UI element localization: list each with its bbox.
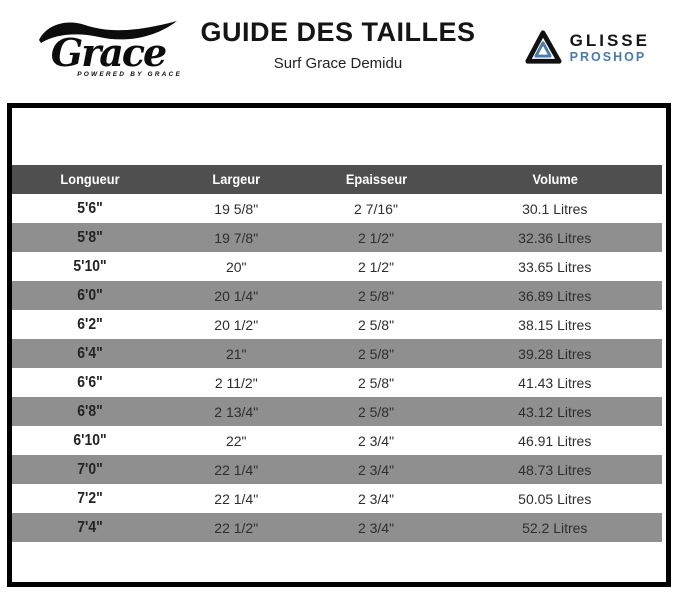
grace-logo: Grace POWERED BY GRACE — [28, 18, 188, 78]
table-cell-2: 2 5/8" — [357, 345, 395, 362]
table-row: 5'8" 19 7/8" 2 1/2" 32.36 Litres — [12, 223, 662, 252]
table-row: 7'0" 22 1/4" 2 3/4" 48.73 Litres — [12, 455, 662, 484]
table-cell-0: 6'8" — [77, 402, 103, 420]
table-cell-0: 5'6" — [77, 199, 103, 217]
table-cell-0: 6'4" — [77, 344, 103, 362]
table-cell-2: 2 5/8" — [357, 287, 395, 304]
table-cell-0: 5'8" — [77, 228, 103, 246]
table-row: 6'4" 21" 2 5/8" 39.28 Litres — [12, 339, 662, 368]
page-subtitle: Surf Grace Demidu — [273, 54, 403, 72]
table-cell-0: 6'10" — [73, 431, 107, 449]
table-cell-1: 22 1/4" — [214, 461, 259, 478]
table-cell-3: 39.28 Litres — [518, 345, 592, 362]
table-row: 7'2" 22 1/4" 2 3/4" 50.05 Litres — [12, 484, 662, 513]
table-header-row: Longueur Largeur Epaisseur Volume — [12, 165, 662, 194]
table-cell-3: 46.91 Litres — [518, 432, 592, 449]
table-cell-2: 2 5/8" — [357, 316, 395, 333]
table-cell-1: 20 1/4" — [214, 287, 259, 304]
table-cell-1: 22 1/2" — [214, 519, 259, 536]
glisse-proshop-logo: GLISSE PROSHOP — [488, 29, 650, 67]
table-cell-1: 22" — [225, 432, 247, 449]
table-cell-2: 2 5/8" — [357, 374, 395, 391]
table-row: 6'6" 2 11/2" 2 5/8" 41.43 Litres — [12, 368, 662, 397]
table-cell-3: 38.15 Litres — [518, 316, 592, 333]
glisse-logo-line1: GLISSE — [569, 31, 650, 51]
size-table: Longueur Largeur Epaisseur Volume 5'6" 19 5/8… — [12, 165, 662, 542]
column-header-2: Epaisseur — [345, 172, 407, 187]
table-cell-2: 2 5/8" — [357, 403, 395, 420]
table-cell-1: 20" — [225, 258, 247, 275]
table-cell-2: 2 3/4" — [357, 490, 395, 507]
glisse-logo-line2: PROSHOP — [569, 50, 647, 65]
column-header-3: Volume — [532, 172, 578, 187]
table-row: 5'10" 20" 2 1/2" 33.65 Litres — [12, 252, 662, 281]
triangle-icon — [525, 30, 562, 64]
table-cell-0: 6'6" — [77, 373, 103, 391]
page-title: GUIDE DES TAILLES — [200, 16, 476, 47]
table-cell-2: 2 3/4" — [357, 461, 395, 478]
title-block: GUIDE DES TAILLES Surf Grace Demidu — [188, 17, 488, 72]
table-cell-2: 2 1/2" — [357, 229, 395, 246]
table-row: 6'2" 20 1/2" 2 5/8" 38.15 Litres — [12, 310, 662, 339]
table-row: 7'4" 22 1/2" 2 3/4" 52.2 Litres — [12, 513, 662, 542]
table-cell-3: 50.05 Litres — [518, 490, 592, 507]
table-cell-3: 43.12 Litres — [518, 403, 592, 420]
table-cell-0: 6'2" — [77, 315, 103, 333]
page-header: Grace POWERED BY GRACE GUIDE DES TAILLES… — [0, 0, 678, 96]
table-row: 6'10" 22" 2 3/4" 46.91 Litres — [12, 426, 662, 455]
table-cell-3: 52.2 Litres — [522, 519, 588, 536]
table-cell-3: 33.65 Litres — [518, 258, 592, 275]
table-cell-0: 7'0" — [77, 460, 103, 478]
table-cell-3: 41.43 Litres — [518, 374, 592, 391]
grace-wave-icon — [39, 21, 177, 43]
table-cell-0: 5'10" — [73, 257, 107, 275]
table-cell-3: 30.1 Litres — [522, 200, 588, 217]
table-row: 6'8" 2 13/4" 2 5/8" 43.12 Litres — [12, 397, 662, 426]
column-header-1: Largeur — [212, 172, 261, 187]
grace-logo-tagline: POWERED BY GRACE — [77, 71, 182, 78]
table-cell-2: 2 3/4" — [357, 432, 395, 449]
table-row: 5'6" 19 5/8" 2 7/16" 30.1 Litres — [12, 194, 662, 223]
table-cell-3: 48.73 Litres — [518, 461, 592, 478]
table-cell-1: 19 7/8" — [214, 229, 259, 246]
table-cell-0: 6'0" — [77, 286, 103, 304]
table-cell-1: 2 13/4" — [214, 403, 259, 420]
table-cell-1: 19 5/8" — [214, 200, 259, 217]
table-row: 6'0" 20 1/4" 2 5/8" 36.89 Litres — [12, 281, 662, 310]
table-cell-3: 36.89 Litres — [518, 287, 592, 304]
column-header-0: Longueur — [60, 172, 120, 187]
table-cell-2: 2 7/16" — [354, 200, 398, 217]
glisse-logo-text: GLISSE PROSHOP — [570, 32, 650, 64]
size-guide-box: Longueur Largeur Epaisseur Volume 5'6" 19 5/8… — [7, 103, 671, 587]
table-cell-0: 7'2" — [77, 489, 103, 507]
table-cell-2: 2 1/2" — [357, 258, 395, 275]
grace-logo-text: Grace — [50, 30, 167, 75]
table-cell-2: 2 3/4" — [357, 519, 395, 536]
table-cell-1: 21" — [225, 345, 247, 362]
table-cell-1: 2 11/2" — [214, 374, 258, 391]
table-cell-3: 32.36 Litres — [518, 229, 592, 246]
table-cell-1: 20 1/2" — [214, 316, 259, 333]
table-cell-1: 22 1/4" — [214, 490, 259, 507]
table-cell-0: 7'4" — [77, 518, 103, 536]
